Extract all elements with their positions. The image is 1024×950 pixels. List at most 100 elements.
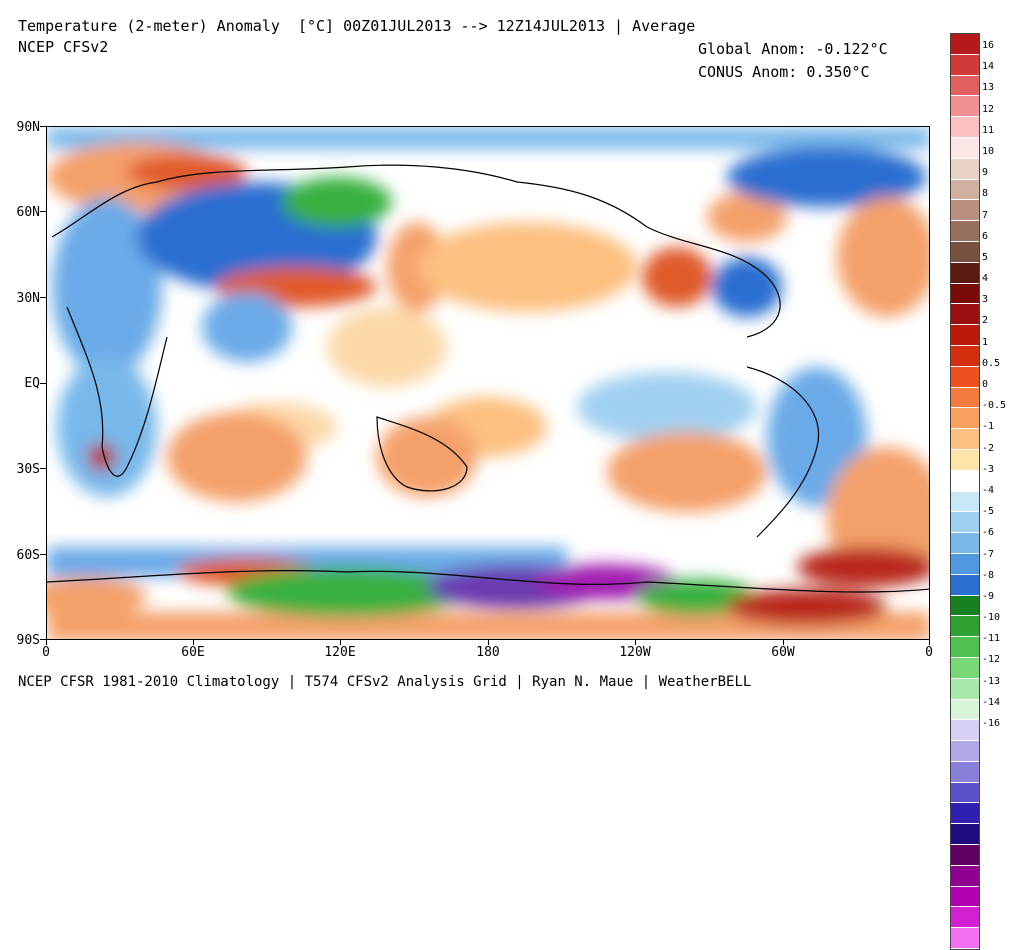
colorbar-swatch bbox=[951, 158, 979, 180]
colorbar-swatch bbox=[951, 96, 979, 118]
cool-region bbox=[727, 147, 927, 207]
colorbar-swatch bbox=[951, 262, 979, 284]
warm-region bbox=[642, 247, 712, 307]
lon-label-60e: 60E bbox=[181, 645, 205, 660]
africa-coastline bbox=[66, 306, 168, 477]
colorbar-label: -16 bbox=[982, 718, 1001, 729]
colorbar-label: -4 bbox=[982, 484, 995, 496]
warm-region bbox=[727, 589, 887, 625]
warm-region bbox=[327, 307, 447, 387]
lat-label-60s: 60S bbox=[16, 548, 40, 563]
colorbar-swatch bbox=[951, 865, 979, 887]
colorbar-swatch bbox=[951, 512, 979, 534]
colorbar-label: 2 bbox=[982, 315, 989, 327]
colorbar-label: -13 bbox=[982, 675, 1001, 687]
colorbar-label: 9 bbox=[982, 167, 989, 179]
lon-label-180: 180 bbox=[476, 645, 500, 660]
lat-label-eq: EQ bbox=[24, 376, 40, 391]
colorbar-label: -5 bbox=[982, 506, 995, 518]
warm-region bbox=[377, 417, 477, 497]
colorbar-swatch bbox=[951, 325, 979, 346]
colorbar-swatch bbox=[951, 54, 979, 76]
colorbar-swatch bbox=[951, 408, 979, 430]
strong-cool-region bbox=[282, 177, 392, 227]
colorbar-swatch bbox=[951, 928, 979, 950]
colorbar-label: 5 bbox=[982, 251, 989, 263]
australia-coastline bbox=[376, 416, 468, 492]
lon-tick bbox=[929, 640, 930, 645]
cool-region bbox=[712, 257, 782, 317]
colorbar-label: -7 bbox=[982, 548, 995, 560]
anomaly-blobs bbox=[47, 127, 929, 639]
colorbar-swatch bbox=[951, 366, 979, 388]
lat-label-60n: 60N bbox=[16, 205, 40, 220]
colorbar bbox=[950, 33, 980, 950]
cool-region bbox=[202, 292, 292, 362]
lon-tick bbox=[635, 640, 636, 645]
colorbar-swatch bbox=[951, 470, 979, 492]
warm-region bbox=[167, 412, 307, 502]
colorbar-swatch bbox=[951, 886, 979, 908]
colorbar-label: -11 bbox=[982, 633, 1001, 645]
colorbar-label: 3 bbox=[982, 294, 989, 306]
colorbar-label: -14 bbox=[982, 696, 1001, 708]
colorbar-swatch bbox=[951, 200, 979, 222]
colorbar-swatch bbox=[951, 241, 979, 263]
lat-label-30n: 30N bbox=[16, 291, 40, 306]
colorbar-swatch bbox=[951, 803, 979, 825]
colorbar-swatch bbox=[951, 449, 979, 471]
lon-tick bbox=[193, 640, 194, 645]
northern-coastline bbox=[51, 164, 781, 338]
colorbar-label: -3 bbox=[982, 463, 995, 475]
lat-tick bbox=[40, 554, 46, 555]
colorbar-label: 7 bbox=[982, 209, 989, 221]
colorbar-label: -2 bbox=[982, 442, 995, 454]
lat-tick bbox=[40, 468, 46, 469]
coastlines bbox=[47, 164, 929, 593]
colorbar-label: 8 bbox=[982, 188, 989, 200]
map-title: Temperature (2-meter) Anomaly [°C] 00Z01… bbox=[18, 17, 696, 35]
colorbar-label: 16 bbox=[982, 40, 995, 51]
warm-region bbox=[797, 547, 929, 587]
lon-label-0: 0 bbox=[42, 645, 50, 660]
lat-tick bbox=[40, 126, 46, 127]
colorbar-label: 1 bbox=[982, 336, 989, 348]
conus-anomaly-value: CONUS Anom: 0.350°C bbox=[698, 63, 870, 81]
warm-region bbox=[127, 154, 247, 190]
colorbar-label: 4 bbox=[982, 273, 989, 285]
colorbar-label: 10 bbox=[982, 145, 995, 157]
lat-label-30s: 30S bbox=[16, 462, 40, 477]
colorbar-label: -12 bbox=[982, 654, 1001, 666]
colorbar-swatch bbox=[951, 283, 979, 305]
anomaly-field bbox=[47, 127, 929, 639]
colorbar-label: -1 bbox=[982, 421, 995, 433]
colorbar-label: 13 bbox=[982, 82, 995, 94]
colorbar-swatch bbox=[951, 34, 979, 55]
colorbar-swatch bbox=[951, 137, 979, 159]
colorbar-swatch bbox=[951, 824, 979, 846]
lon-tick bbox=[46, 640, 47, 645]
lon-tick bbox=[340, 640, 341, 645]
colorbar-label: -0.5 bbox=[982, 400, 1007, 412]
lon-label-120e: 120E bbox=[324, 645, 356, 660]
map-footer: NCEP CFSR 1981-2010 Climatology | T574 C… bbox=[18, 674, 752, 690]
lat-label-90s: 90S bbox=[16, 633, 40, 648]
colorbar-swatch bbox=[951, 637, 979, 658]
lat-label-90n: 90N bbox=[16, 120, 40, 135]
colorbar-swatch bbox=[951, 491, 979, 513]
warm-region bbox=[707, 192, 787, 242]
global-anomaly-value: Global Anom: -0.122°C bbox=[698, 40, 888, 58]
colorbar-swatch bbox=[951, 304, 979, 326]
colorbar-swatch bbox=[951, 574, 979, 596]
strong-cool-region bbox=[227, 567, 467, 617]
colorbar-label: 6 bbox=[982, 230, 989, 242]
colorbar-swatch bbox=[951, 720, 979, 742]
lon-tick bbox=[783, 640, 784, 645]
colorbar-swatch bbox=[951, 429, 979, 450]
anomaly-map bbox=[46, 126, 930, 640]
colorbar-swatch bbox=[951, 678, 979, 700]
colorbar-swatch bbox=[951, 533, 979, 554]
colorbar-label: -8 bbox=[982, 569, 995, 581]
colorbar-swatch bbox=[951, 845, 979, 866]
warm-region bbox=[607, 432, 767, 512]
